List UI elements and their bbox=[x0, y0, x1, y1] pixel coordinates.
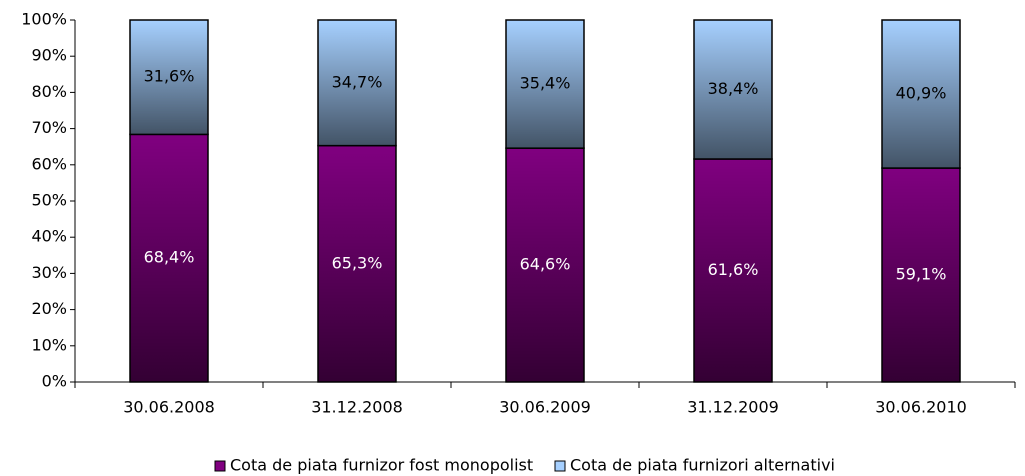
value-label: 38,4% bbox=[708, 79, 759, 98]
y-tick-label: 0% bbox=[42, 372, 67, 391]
y-tick-label: 10% bbox=[31, 335, 67, 354]
y-tick-label: 60% bbox=[31, 154, 67, 173]
bar-shade bbox=[130, 134, 208, 382]
y-tick-label: 50% bbox=[31, 191, 67, 210]
bar-shade bbox=[318, 145, 396, 382]
x-tick-label: 30.06.2010 bbox=[875, 398, 967, 417]
y-tick-label: 30% bbox=[31, 263, 67, 282]
bar-shade bbox=[506, 20, 584, 149]
legend-label: Cota de piata furnizor fost monopolist bbox=[230, 456, 533, 475]
x-tick-label: 30.06.2009 bbox=[499, 398, 591, 417]
value-label: 31,6% bbox=[144, 67, 195, 86]
y-tick-label: 90% bbox=[31, 46, 67, 65]
x-tick-label: 30.06.2008 bbox=[123, 398, 215, 417]
value-label: 34,7% bbox=[332, 72, 383, 91]
bar-shade bbox=[506, 148, 584, 382]
value-label: 35,4% bbox=[520, 74, 571, 93]
legend-swatch bbox=[554, 460, 566, 472]
x-tick-label: 31.12.2009 bbox=[687, 398, 779, 417]
bar-shade bbox=[882, 20, 960, 169]
value-label: 64,6% bbox=[520, 255, 571, 274]
y-tick-label: 70% bbox=[31, 118, 67, 137]
x-tick-label: 31.12.2008 bbox=[311, 398, 403, 417]
legend-swatch bbox=[214, 460, 226, 472]
bar-shade bbox=[130, 20, 208, 135]
value-label: 40,9% bbox=[896, 84, 947, 103]
value-label: 68,4% bbox=[144, 248, 195, 267]
value-label: 61,6% bbox=[708, 260, 759, 279]
y-tick-label: 100% bbox=[21, 10, 67, 29]
y-tick-label: 20% bbox=[31, 299, 67, 318]
y-tick-label: 40% bbox=[31, 227, 67, 246]
value-label: 65,3% bbox=[332, 253, 383, 272]
bar-shade bbox=[694, 159, 772, 382]
bar-shade bbox=[318, 20, 396, 146]
bar-shade bbox=[882, 168, 960, 382]
bar-shade bbox=[694, 20, 772, 160]
value-label: 59,1% bbox=[896, 265, 947, 284]
legend-label: Cota de piata furnizori alternativi bbox=[570, 456, 835, 475]
y-tick-label: 80% bbox=[31, 82, 67, 101]
